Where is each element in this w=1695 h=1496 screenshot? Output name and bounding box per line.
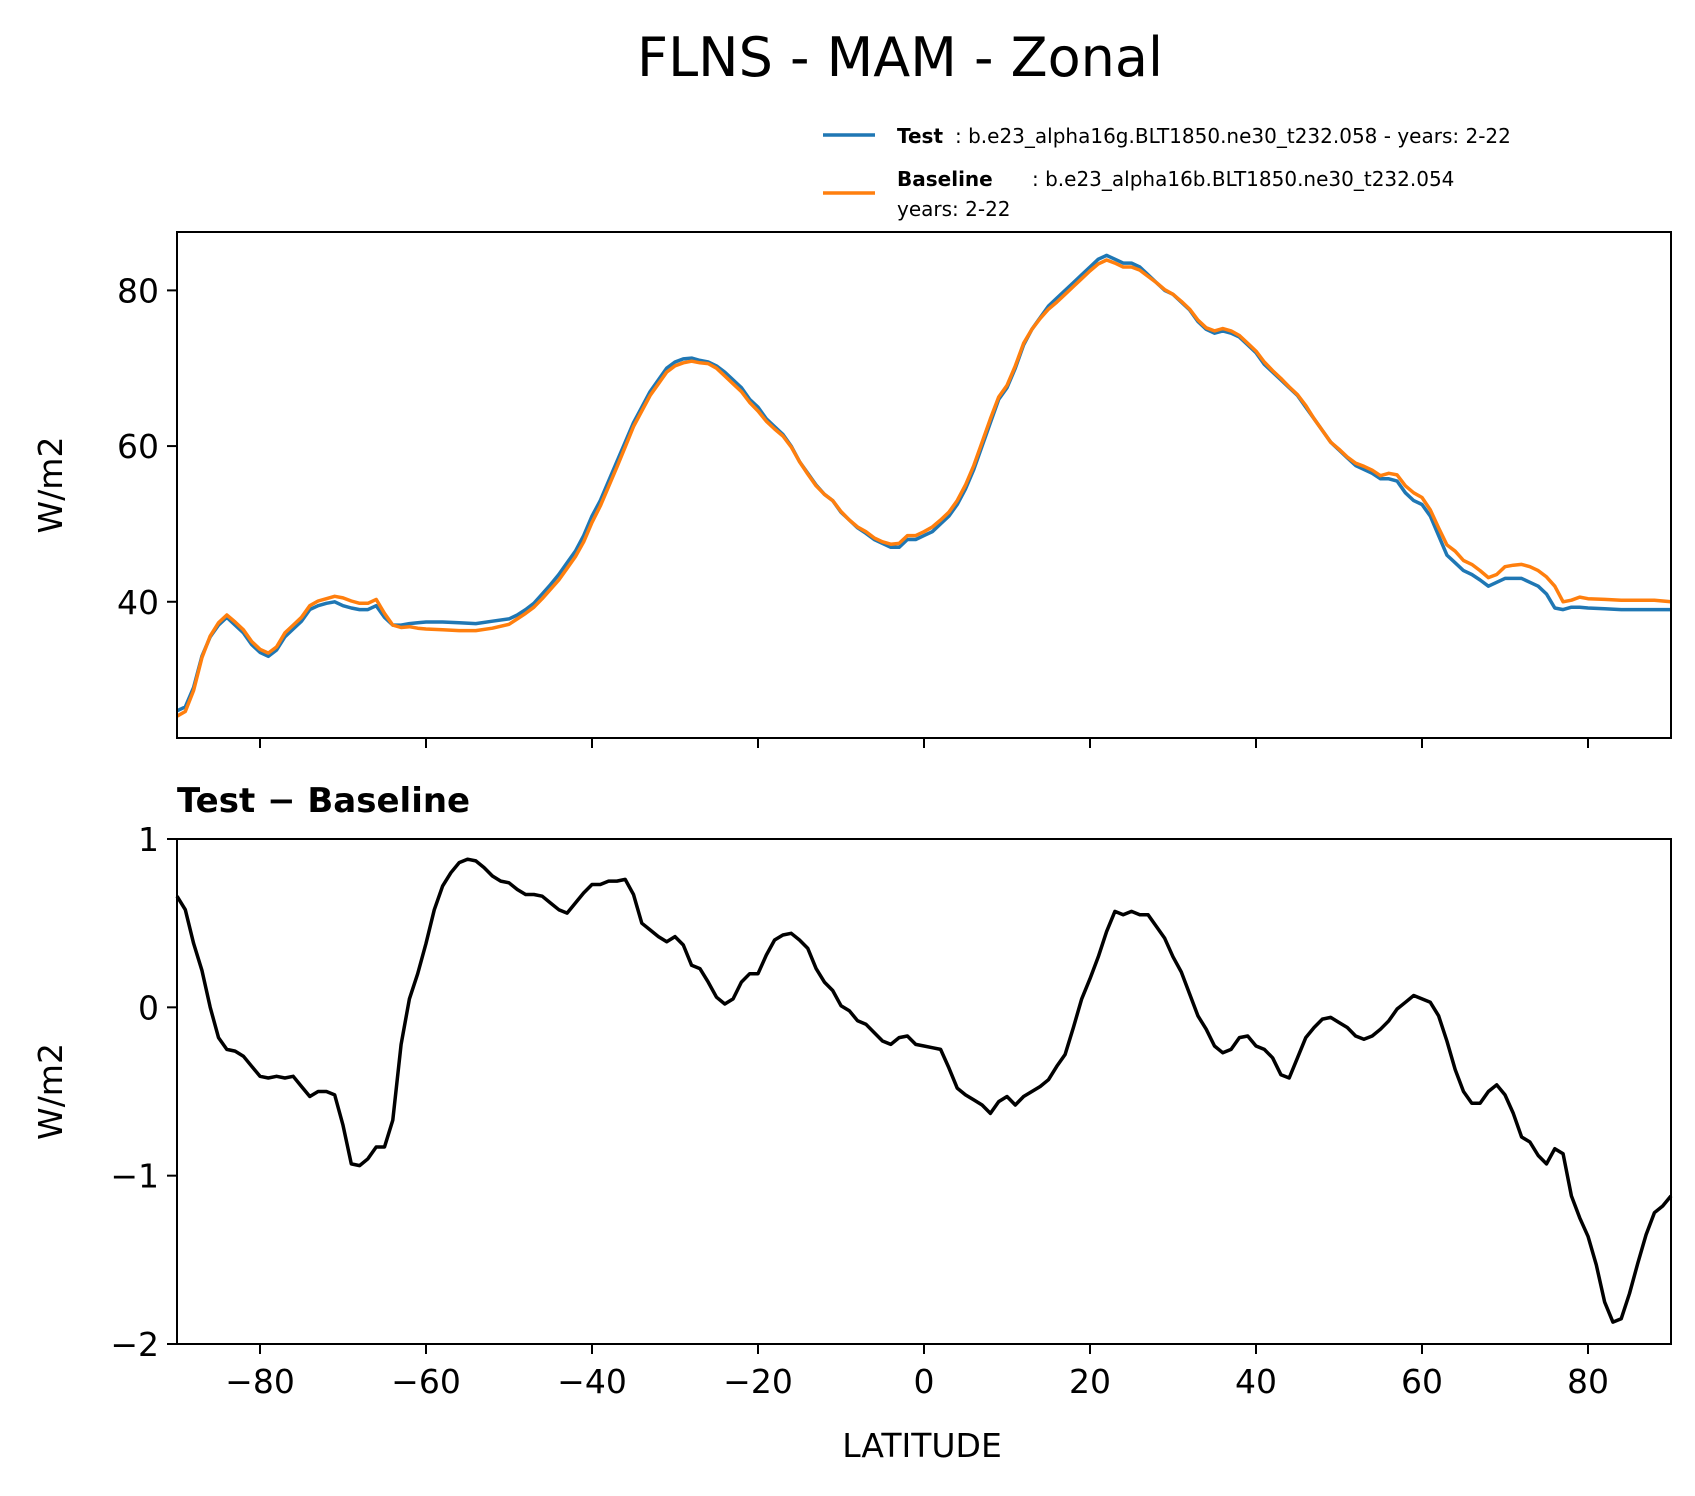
top-y-axis-label: W/m2	[31, 437, 70, 534]
bottom-plot-frame	[176, 838, 1672, 1345]
bottom-x-tick-label: −60	[391, 1362, 461, 1401]
top-plot-frame	[176, 231, 1672, 739]
bottom-series-line-difference	[175, 857, 1673, 1324]
top-y-tick-label: 60	[117, 427, 159, 466]
legend-label-test: Test	[897, 124, 943, 148]
bottom-x-tick-label: 60	[1401, 1362, 1443, 1401]
legend-label-baseline: Baseline	[897, 167, 993, 191]
bottom-y-tick-label: −1	[110, 1157, 159, 1196]
bottom-y-axis-label: W/m2	[31, 1043, 70, 1140]
bottom-y-tick-label: 0	[138, 988, 159, 1027]
figure-title: FLNS - MAM - Zonal	[637, 26, 1163, 89]
bottom-x-tick-label: 0	[914, 1362, 935, 1401]
bottom-x-tick-label: −40	[557, 1362, 627, 1401]
bottom-y-tick-label: 1	[138, 820, 159, 859]
top-y-tick-label: 80	[117, 271, 159, 310]
panel-bottom: −80 −60 −40 −20 0 20 40 60 80 −2 −1 0 1 W/m2	[31, 820, 1673, 1401]
bottom-x-tick-label: 20	[1069, 1362, 1111, 1401]
legend-text-test: : b.e23_alpha16g.BLT1850.ne30_t232.058 -…	[955, 124, 1511, 148]
panel-top: 40 60 80 W/m2	[31, 231, 1672, 748]
bottom-y-tick-label: −2	[110, 1325, 159, 1364]
bottom-x-tick-label: −80	[225, 1362, 295, 1401]
panel-bottom-title: Test − Baseline	[177, 781, 470, 821]
top-y-tick-label: 40	[117, 583, 159, 622]
legend-text-baseline: : b.e23_alpha16b.BLT1850.ne30_t232.054	[1032, 167, 1454, 191]
top-series-line-baseline	[176, 258, 1672, 718]
top-series-line-test	[176, 253, 1671, 713]
bottom-x-tick-label: 40	[1235, 1362, 1277, 1401]
legend-text-baseline-years: years: 2-22	[897, 197, 1011, 221]
legend: Test : b.e23_alpha16g.BLT1850.ne30_t232.…	[823, 124, 1511, 221]
bottom-x-tick-label: 80	[1567, 1362, 1609, 1401]
x-axis-label: LATITUDE	[842, 1426, 1002, 1465]
bottom-x-tick-label: −20	[723, 1362, 793, 1401]
